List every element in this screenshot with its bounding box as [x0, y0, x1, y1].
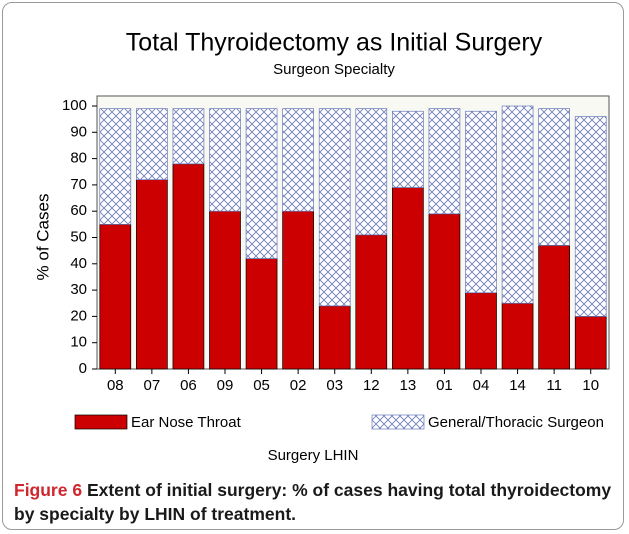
x-tick-label: 12 — [363, 377, 380, 394]
bar-segment — [318, 108, 351, 307]
bar-segment — [245, 258, 278, 370]
bar-segment — [428, 108, 461, 215]
caption-label: Figure 6 — [14, 480, 83, 500]
bar-segment — [282, 210, 314, 370]
bar-segment — [392, 187, 424, 370]
bar-segment — [501, 105, 534, 304]
y-tick-label: 30 — [70, 281, 87, 298]
x-tick-label: 05 — [253, 377, 270, 394]
bar-segment — [428, 213, 461, 370]
bar-segment — [245, 108, 278, 259]
bar-segment — [318, 305, 351, 370]
y-tick-label: 90 — [70, 123, 87, 140]
x-axis-label: Surgery LHIN — [268, 447, 359, 464]
legend-label: General/Thoracic Surgeon — [428, 414, 604, 431]
bar-segment — [209, 108, 241, 212]
chart-subtitle: Surgeon Specialty — [273, 61, 395, 78]
y-tick-label: 50 — [70, 228, 87, 245]
bar-segment — [282, 108, 314, 212]
y-tick-label: 100 — [62, 97, 87, 114]
y-tick-label: 60 — [70, 202, 87, 219]
legend-label: Ear Nose Throat — [131, 414, 242, 431]
bar-segment — [172, 163, 205, 370]
legend-swatch — [74, 414, 128, 430]
bar-segment — [574, 116, 607, 317]
figure-frame — [2, 2, 624, 530]
y-tick-label: 70 — [70, 176, 87, 193]
x-tick-label: 08 — [107, 377, 124, 394]
bar-segment — [574, 316, 607, 370]
bar-segment — [465, 110, 497, 294]
x-tick-label: 04 — [473, 377, 490, 394]
bar-segment — [209, 210, 241, 370]
y-tick-label: 20 — [70, 307, 87, 324]
y-tick-label: 0 — [79, 360, 87, 377]
chart: Total Thyroidectomy as Initial Surgery S… — [33, 29, 610, 464]
x-tick-label: 06 — [180, 377, 197, 394]
x-tick-label: 01 — [436, 377, 453, 394]
bar-segment — [136, 179, 168, 370]
x-tick-label: 03 — [326, 377, 343, 394]
bar-segment — [99, 108, 132, 225]
x-tick-label: 09 — [217, 377, 234, 394]
bar-segment — [392, 110, 424, 188]
bar-segment — [501, 302, 534, 370]
chart-title: Total Thyroidectomy as Initial Surgery — [126, 29, 543, 57]
bar-segment — [538, 108, 570, 246]
bar-segment — [172, 108, 205, 165]
y-tick-label: 80 — [70, 150, 87, 167]
y-axis-label: % of Cases — [33, 194, 52, 281]
x-tick-label: 11 — [546, 377, 562, 394]
x-tick-label: 10 — [582, 377, 599, 394]
y-tick-label: 10 — [70, 334, 87, 351]
bar-segment — [355, 234, 388, 370]
x-tick-label: 13 — [400, 377, 417, 394]
bar-segment — [465, 292, 497, 370]
bar-segment — [355, 108, 388, 236]
figure-caption: Figure 6 Extent of initial surgery: % of… — [14, 478, 614, 526]
legend-swatch — [371, 414, 425, 430]
x-tick-label: 14 — [509, 377, 526, 394]
x-tick-label: 02 — [290, 377, 307, 394]
x-tick-label: 07 — [144, 377, 161, 394]
bar-segment — [538, 245, 570, 370]
bar-segment — [99, 224, 132, 370]
bar-segment — [136, 108, 168, 180]
caption-text: Extent of initial surgery: % of cases ha… — [14, 480, 612, 524]
y-tick-label: 40 — [70, 255, 87, 272]
